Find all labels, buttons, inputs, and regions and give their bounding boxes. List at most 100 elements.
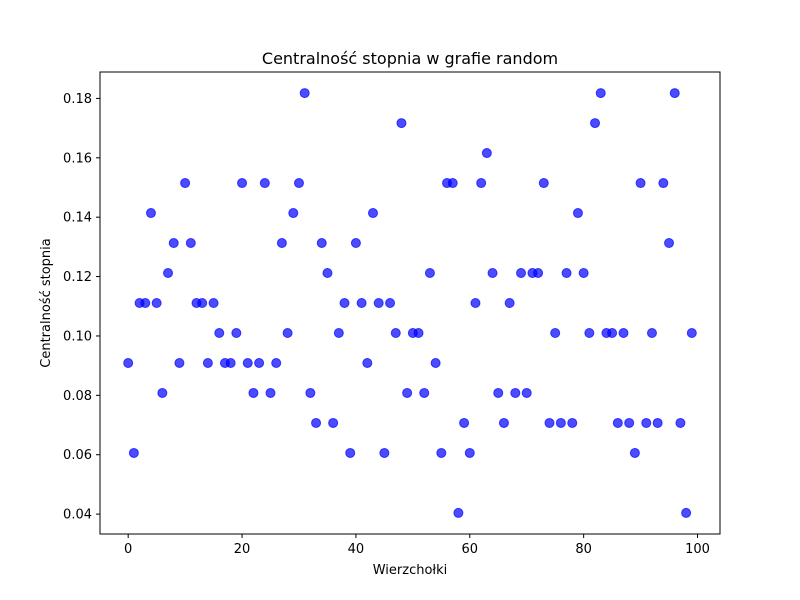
data-point	[367, 208, 378, 219]
data-point	[328, 417, 339, 428]
data-point	[339, 298, 350, 308]
data-point	[163, 268, 174, 279]
data-point	[629, 447, 640, 458]
x-axis-label: Wierzchołki	[373, 563, 448, 578]
data-point	[288, 208, 299, 219]
data-point	[521, 387, 532, 398]
data-point	[145, 208, 156, 219]
y-axis-label: Centralność stopnia	[39, 238, 54, 367]
data-point	[561, 268, 572, 279]
data-point	[402, 387, 413, 398]
data-point	[635, 178, 646, 189]
data-point	[168, 238, 179, 249]
data-point	[311, 417, 322, 428]
data-point	[282, 327, 293, 338]
data-point	[675, 417, 686, 428]
data-point	[413, 327, 424, 338]
data-point	[356, 298, 367, 308]
data-point	[572, 208, 583, 219]
data-point	[453, 507, 464, 518]
data-point	[345, 447, 356, 458]
data-point	[299, 88, 310, 99]
data-point	[265, 387, 276, 398]
data-point	[510, 387, 521, 398]
x-tick-label: 40	[348, 542, 365, 557]
data-point	[276, 238, 287, 249]
data-point	[567, 417, 578, 428]
data-point	[487, 268, 498, 279]
data-point	[151, 298, 162, 308]
data-point	[447, 178, 458, 189]
data-point	[481, 148, 492, 159]
chart-title: Centralność stopnia w grafie random	[262, 49, 558, 68]
data-point	[202, 357, 213, 368]
data-point	[641, 417, 652, 428]
data-point	[379, 447, 390, 458]
x-axis: 0 20 40 60 80 100	[124, 534, 710, 557]
y-tick-label: 0.06	[63, 448, 92, 463]
data-point	[157, 387, 168, 398]
data-point	[555, 417, 566, 428]
data-point	[533, 268, 544, 279]
data-point	[664, 238, 675, 249]
data-point	[504, 298, 515, 308]
data-point	[516, 268, 527, 279]
data-point	[248, 387, 259, 398]
data-point	[618, 327, 629, 338]
data-point	[128, 447, 139, 458]
data-point	[669, 88, 680, 99]
data-point	[538, 178, 549, 189]
y-tick-label: 0.10	[63, 329, 92, 344]
data-point	[373, 298, 384, 308]
data-point	[237, 178, 248, 189]
data-point	[208, 298, 219, 308]
data-point	[658, 178, 669, 189]
data-point	[646, 327, 657, 338]
data-point	[424, 268, 435, 279]
data-point	[123, 357, 134, 368]
data-point	[316, 238, 327, 249]
plot-frame	[99, 71, 721, 535]
data-point	[180, 178, 191, 189]
x-tick-label: 20	[234, 542, 251, 557]
data-point	[590, 118, 601, 129]
data-point	[624, 417, 635, 428]
data-point	[607, 327, 618, 338]
data-point	[333, 327, 344, 338]
data-point	[550, 327, 561, 338]
data-point	[612, 417, 623, 428]
x-tick-label: 60	[462, 542, 479, 557]
data-point	[214, 327, 225, 338]
y-tick-label: 0.16	[63, 151, 92, 166]
data-point	[305, 387, 316, 398]
data-point	[174, 357, 185, 368]
data-point	[271, 357, 282, 368]
data-point	[242, 357, 253, 368]
x-tick-label: 100	[685, 542, 710, 557]
data-point	[681, 507, 692, 518]
data-point	[652, 417, 663, 428]
data-point	[140, 298, 151, 308]
x-tick-label: 0	[124, 542, 132, 557]
data-point	[293, 178, 304, 189]
data-point	[362, 357, 373, 368]
data-point	[350, 238, 361, 249]
plot-area	[123, 88, 697, 518]
data-point	[578, 268, 589, 279]
data-point	[544, 417, 555, 428]
y-tick-label: 0.04	[63, 508, 92, 523]
data-point	[493, 387, 504, 398]
data-point	[464, 447, 475, 458]
data-point	[390, 327, 401, 338]
data-point	[419, 387, 430, 398]
data-point	[430, 357, 441, 368]
data-point	[231, 327, 242, 338]
data-point	[197, 298, 208, 308]
data-point	[436, 447, 447, 458]
data-point	[254, 357, 265, 368]
data-point	[259, 178, 270, 189]
y-axis: 0.04 0.06 0.08 0.10 0.12 0.14 0.16 0.18	[63, 92, 100, 523]
data-point	[385, 298, 396, 308]
data-point	[584, 327, 595, 338]
